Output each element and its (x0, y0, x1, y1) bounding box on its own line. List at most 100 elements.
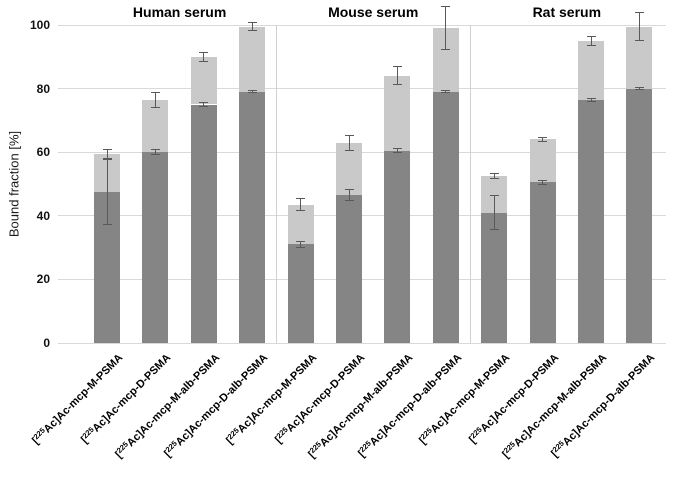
error-bar-dark-segment-cap (296, 241, 306, 243)
error-bar-total (296, 198, 306, 212)
error-bar-dark-segment-cap (634, 89, 644, 91)
bar-light-segment (578, 40, 604, 100)
error-bar-dark-segment (296, 241, 306, 248)
error-bar-dark-segment-cap (489, 229, 499, 231)
error-bar-dark-segment-line (154, 149, 156, 156)
error-bar-dark-segment-line (251, 90, 253, 94)
x-label-text: Ac]Ac-mcp-D-alb-PSMA (560, 351, 658, 449)
error-bar-dark-segment (489, 195, 499, 231)
error-bar-dark-segment-cap (150, 154, 160, 156)
error-bar-total-cap (586, 36, 596, 38)
error-bar-dark-segment-line (590, 97, 592, 102)
error-bar-dark-segment (441, 90, 451, 94)
error-bar-dark-segment-cap (586, 97, 596, 99)
y-tick-label: 60 (36, 145, 50, 160)
error-bar-dark-segment-cap (634, 87, 644, 88)
error-bar-total-cap (296, 198, 306, 200)
panel-title: Mouse serum (328, 4, 419, 20)
y-tick-label: 100 (29, 18, 50, 32)
gridline (58, 24, 666, 26)
error-bar-total-cap (489, 178, 499, 180)
bar-light-segment (529, 139, 556, 183)
error-bar-dark-segment (392, 148, 402, 153)
x-label-text: Ac]Ac-mcp-D-alb-PSMA (173, 351, 271, 449)
bar-dark-segment (190, 104, 217, 343)
error-bar-dark-segment-line (203, 102, 205, 107)
error-bar-total-cap (392, 66, 402, 68)
bar-dark-segment (481, 212, 508, 343)
y-tick-label: 0 (43, 336, 50, 350)
bar-dark-segment (239, 91, 266, 343)
error-bar-dark-segment-cap (586, 100, 596, 102)
error-bar-dark-segment (247, 90, 257, 94)
error-bar-total (538, 136, 548, 142)
gridline (58, 278, 666, 280)
error-bar-total-cap (538, 136, 548, 138)
panel-title: Rat serum (532, 4, 602, 20)
error-bar-total-cap (538, 141, 548, 142)
x-label-text: Ac]Ac-mcp-D-alb-PSMA (367, 351, 465, 449)
error-bar-dark-segment-line (106, 158, 108, 226)
error-bar-total-cap (441, 49, 451, 51)
error-bar-dark-segment-cap (392, 151, 402, 153)
error-bar-dark-segment-cap (150, 149, 160, 151)
error-bar-total-cap (344, 149, 354, 151)
gridline (58, 342, 666, 344)
error-bar-dark-segment-cap (199, 102, 209, 104)
plot-area (58, 5, 666, 344)
error-bar-dark-segment-cap (199, 105, 209, 107)
error-bar-total (247, 21, 257, 32)
bar-dark-segment (142, 152, 169, 343)
error-bar-dark-segment-line (445, 90, 447, 94)
error-bar-dark-segment-cap (344, 200, 354, 202)
error-bar-total-line (154, 91, 156, 108)
error-bar-total-cap (247, 30, 257, 32)
error-bar-dark-segment-line (300, 241, 302, 248)
bar-light-segment (336, 142, 362, 196)
bar-light-segment (142, 99, 169, 153)
x-label-text: Ac]Ac-mcp-M-PSMA (41, 351, 126, 436)
bar-light-segment (287, 204, 314, 245)
error-bar-total-cap (634, 12, 644, 14)
error-bar-dark-segment (199, 102, 209, 107)
y-tick-label: 20 (36, 272, 50, 287)
error-bar-total-line (590, 36, 592, 46)
error-bar-total-cap (344, 134, 354, 136)
bar-dark-segment (626, 88, 653, 343)
error-bar-total (441, 5, 451, 51)
error-bar-total-cap (586, 44, 596, 46)
error-bar-dark-segment (344, 188, 354, 202)
bar-light-segment (384, 75, 411, 151)
error-bar-total (102, 149, 112, 159)
error-bar-total-cap (102, 149, 112, 151)
gridline (58, 88, 666, 90)
error-bar-dark-segment-line (638, 87, 640, 91)
error-bar-total-cap (199, 52, 209, 54)
error-bar-total-cap (102, 157, 112, 159)
error-bar-total-cap (634, 39, 644, 41)
bar-dark-segment (336, 195, 362, 343)
bar-dark-segment (432, 91, 459, 343)
error-bar-dark-segment (150, 149, 160, 156)
error-bar-total-line (493, 172, 495, 180)
bar-dark-segment (384, 150, 411, 343)
error-bar-total-line (251, 21, 253, 32)
gridline (58, 151, 666, 153)
x-label-text: Ac]Ac-mcp-M-alb-PSMA (318, 351, 416, 450)
error-bar-total (489, 172, 499, 180)
error-bar-dark-segment-line (348, 188, 350, 202)
panel-separator (276, 25, 277, 343)
error-bar-dark-segment (586, 97, 596, 102)
bar-light-segment (190, 56, 217, 105)
error-bar-dark-segment-cap (538, 183, 548, 185)
error-bar-total-line (445, 5, 447, 51)
error-bar-total (199, 52, 209, 62)
error-bar-total-cap (247, 21, 257, 23)
error-bar-total (586, 36, 596, 46)
error-bar-dark-segment-cap (102, 224, 112, 226)
error-bar-dark-segment-cap (344, 188, 354, 190)
error-bar-dark-segment-cap (296, 246, 306, 248)
error-bar-total (634, 12, 644, 41)
gridline (58, 215, 666, 217)
error-bar-total-cap (392, 84, 402, 86)
